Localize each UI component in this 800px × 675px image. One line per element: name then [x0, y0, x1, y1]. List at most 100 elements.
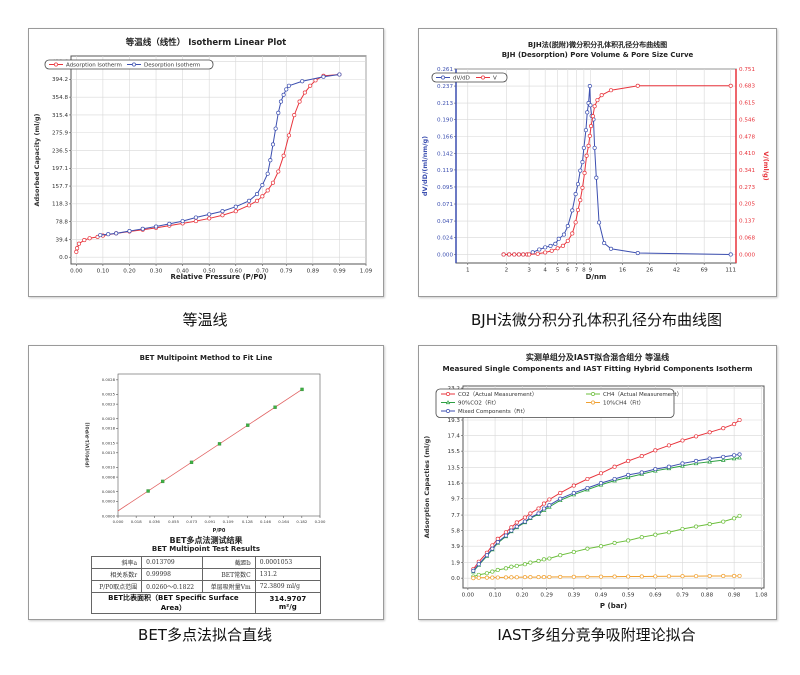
- y-tick-label: 15.5: [448, 449, 461, 455]
- data-point: [254, 192, 260, 197]
- data-point: [612, 540, 617, 545]
- y-tick-label: 394.2: [52, 77, 68, 83]
- data-point: [495, 536, 500, 541]
- data-point: [680, 463, 685, 468]
- y-axis-label: Adsorbed Capacity (ml/g): [33, 113, 41, 206]
- data-point: [193, 215, 198, 220]
- data-point: [635, 251, 640, 256]
- x-tick-label: 0.98: [728, 593, 741, 599]
- data-point: [737, 417, 742, 423]
- data-point: [247, 203, 252, 208]
- y2-tick-label: 0.546: [739, 117, 755, 123]
- data-point: [300, 387, 304, 392]
- data-point: [598, 471, 604, 476]
- x-axis-label: D/nm: [586, 273, 607, 281]
- data-point: [278, 99, 284, 104]
- data-point: [721, 454, 726, 459]
- x-tick-label: 0.182: [296, 519, 307, 524]
- chart-title: BJH (Desorption) Pore Volume & Pore Size…: [502, 51, 694, 59]
- data-point: [535, 251, 540, 256]
- data-point: [578, 198, 583, 203]
- data-point: [146, 489, 150, 493]
- data-point: [587, 133, 592, 138]
- legend-label: Mixed Components（Fit）: [458, 408, 528, 415]
- data-point: [666, 443, 671, 448]
- data-point: [599, 93, 604, 98]
- data-point: [233, 204, 238, 209]
- bjh-caption: BJH法微分积分孔体积孔径分布曲线图: [471, 311, 722, 329]
- data-point: [612, 574, 617, 579]
- data-point: [737, 452, 742, 457]
- data-point: [471, 576, 476, 581]
- data-point: [626, 472, 631, 477]
- data-point: [127, 229, 132, 234]
- data-point: [114, 231, 119, 236]
- range-value: 0.0260～0.1822: [141, 580, 204, 593]
- x-tick-label: 0.055: [168, 519, 179, 524]
- data-point: [720, 457, 726, 462]
- chart-title: 实测单组分及IAST拟合混合组分 等温线: [526, 352, 669, 362]
- data-point: [541, 557, 547, 562]
- data-point: [522, 575, 527, 580]
- data-point: [276, 110, 281, 115]
- table-row: BET比表面积（BET Specific Surface Area） 314.9…: [91, 592, 322, 614]
- y-tick-label: 0.095: [437, 185, 453, 191]
- y-tick-label: 5.8: [451, 529, 460, 535]
- data-point: [575, 207, 581, 213]
- data-point: [522, 519, 527, 524]
- x-tick-label: 0.69: [649, 593, 662, 599]
- y-tick-label: 1.9: [451, 560, 460, 566]
- data-point: [528, 560, 533, 565]
- data-point: [514, 575, 519, 580]
- data-point: [666, 530, 671, 535]
- table-row: 相关系数r 0.99998 BET常数C 131.2: [90, 568, 322, 581]
- table-row: 斜率a 0.013709 截距b 0.0001053: [90, 556, 322, 569]
- data-point: [639, 470, 644, 475]
- y-tick-label: 0.0020: [102, 416, 116, 421]
- bet-caption: BET多点法拟合直线: [138, 626, 272, 644]
- data-point: [180, 219, 185, 224]
- y-tick-label: 0.024: [437, 235, 453, 241]
- y-tick-label: 0.0000: [102, 513, 116, 518]
- data-point: [680, 461, 685, 466]
- data-point: [495, 540, 500, 545]
- data-point: [260, 194, 265, 199]
- data-point: [707, 522, 712, 527]
- data-point: [220, 213, 225, 218]
- y-tick-label: 118.3: [52, 202, 68, 208]
- y2-tick-label: 0.273: [739, 185, 755, 191]
- y-tick-label: 0.0013: [102, 450, 116, 455]
- data-point: [82, 238, 87, 243]
- data-point: [558, 574, 563, 579]
- data-point: [585, 476, 590, 482]
- data-point: [286, 133, 291, 138]
- data-point: [694, 524, 699, 529]
- legend-label: 90%CO2（Fit）: [458, 400, 499, 407]
- y-tick-label: 354.8: [52, 95, 68, 101]
- data-point: [153, 224, 159, 229]
- data-point: [602, 241, 607, 246]
- x-tick-label: 0.20: [516, 593, 529, 599]
- data-point: [528, 511, 533, 516]
- data-point: [495, 575, 500, 580]
- data-point: [560, 243, 566, 248]
- data-point: [575, 182, 581, 187]
- data-point: [536, 558, 541, 564]
- iast-chart: 实测单组分及IAST拟合混合组分 等温线 Measured Single Comp…: [423, 352, 768, 610]
- data-point: [132, 62, 136, 67]
- plot-area: [70, 55, 367, 265]
- data-point: [590, 114, 595, 119]
- x-tick-label: 8: [582, 268, 586, 274]
- data-point: [728, 252, 733, 257]
- legend-label: CO2（Actual Measurement）: [458, 391, 537, 398]
- data-point: [589, 124, 594, 129]
- data-point: [507, 252, 512, 257]
- data-point: [612, 464, 617, 469]
- x-tick-label: 0.036: [149, 519, 160, 524]
- data-point: [558, 490, 563, 495]
- intercept-label: 截距b: [202, 556, 256, 569]
- y-tick-label: 197.1: [52, 166, 68, 172]
- data-point: [490, 575, 495, 580]
- isotherm-caption: 等温线: [182, 311, 228, 329]
- x-tick-label: 2: [505, 268, 509, 274]
